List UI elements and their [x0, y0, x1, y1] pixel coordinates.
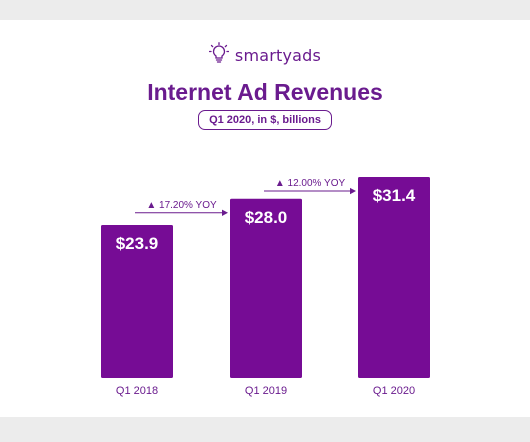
x-tick-label-2: Q1 2020 [373, 385, 415, 397]
brand-logo: smartyads [0, 42, 530, 69]
bar-value-label-2: $31.4 [373, 186, 416, 205]
brand-name: smartyads [234, 46, 322, 65]
growth-arrow-head-0 [222, 209, 228, 216]
chart-subtitle: Q1 2020, in $, billions [198, 110, 332, 130]
chart-title: Internet Ad Revenues [147, 79, 383, 105]
bar-2 [358, 177, 430, 378]
lightbulb-icon [208, 42, 230, 69]
x-tick-label-0: Q1 2018 [116, 385, 158, 397]
growth-label-1: ▲ 12.00% YOY [275, 178, 346, 189]
bar-value-label-1: $28.0 [245, 208, 288, 227]
bar-0 [101, 225, 173, 378]
bar-value-label-0: $23.9 [116, 234, 159, 253]
growth-arrow-head-1 [350, 187, 356, 195]
bar-1 [230, 198, 302, 378]
growth-label-0: ▲ 17.20% YOY [146, 200, 217, 211]
x-tick-label-1: Q1 2019 [245, 385, 287, 397]
